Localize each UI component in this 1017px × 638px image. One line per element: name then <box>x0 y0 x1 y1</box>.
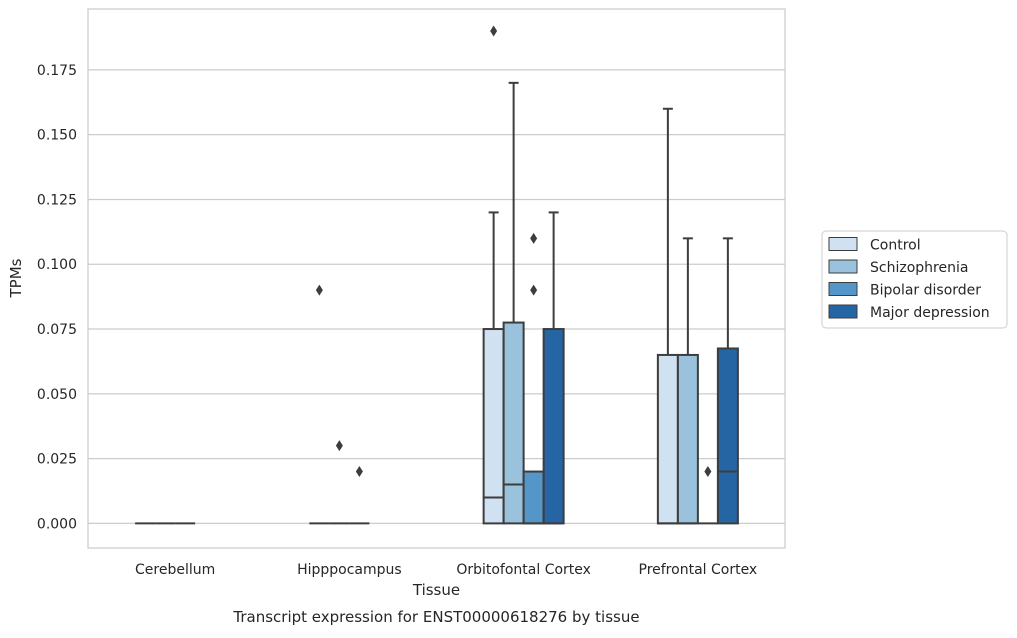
box-3-3 <box>716 237 739 525</box>
box-1-0 <box>309 284 330 525</box>
y-axis-label: TPMs <box>7 258 25 298</box>
box-body <box>522 470 545 525</box>
legend-label: Control <box>870 238 921 254</box>
box-1-1 <box>329 440 350 525</box>
outlier-point <box>355 466 363 478</box>
legend-swatch <box>828 282 858 296</box>
box-2-2 <box>522 232 545 525</box>
y-tick-label: 0.000 <box>37 516 77 532</box>
y-tick-label: 0.050 <box>37 387 77 403</box>
x-tick-label: Orbitofontal Cortex <box>456 562 591 578</box>
outlier-point <box>315 284 323 296</box>
box-2-3 <box>542 211 565 525</box>
y-tick-label: 0.150 <box>37 128 77 144</box>
outlier-point <box>704 466 712 478</box>
legend-label: Major depression <box>870 305 990 321</box>
y-tick-label: 0.075 <box>37 322 77 338</box>
y-tick-label: 0.025 <box>37 452 77 468</box>
legend-label: Schizophrenia <box>870 260 968 276</box>
y-tick-label: 0.125 <box>37 192 77 208</box>
box-body <box>542 328 565 525</box>
box-body <box>656 353 679 525</box>
box-body <box>482 328 505 525</box>
legend-label: Bipolar disorder <box>870 283 981 299</box>
legend-swatch <box>828 304 858 319</box>
x-tick-label: Hipppocampus <box>297 562 402 578</box>
legend-swatch <box>828 237 858 251</box>
box-body <box>676 353 699 525</box>
outlier-point <box>490 25 498 37</box>
legend: Control Schizophrenia Bipolar disorder Majo… <box>821 230 1008 329</box>
x-axis-label: Tissue <box>412 581 460 599</box>
box-body <box>502 321 525 525</box>
y-tick-label: 0.100 <box>37 257 77 273</box>
box-2-1 <box>502 81 525 525</box>
box-3-1 <box>676 237 699 525</box>
plot-frame <box>87 8 786 549</box>
legend-swatch <box>828 259 858 274</box>
box-1-2 <box>349 466 370 525</box>
y-tick-label: 0.175 <box>37 63 77 79</box>
box-3-2 <box>697 466 718 525</box>
box-body <box>716 347 739 525</box>
legend-frame <box>821 230 1008 329</box>
outlier-point <box>335 440 343 452</box>
outlier-point <box>530 232 538 244</box>
outlier-point <box>530 284 538 296</box>
chart-title: Transcript expression for ENST0000061827… <box>232 608 639 626</box>
x-tick-label: Prefrontal Cortex <box>639 562 758 578</box>
x-tick-label: Cerebellum <box>135 562 215 578</box>
